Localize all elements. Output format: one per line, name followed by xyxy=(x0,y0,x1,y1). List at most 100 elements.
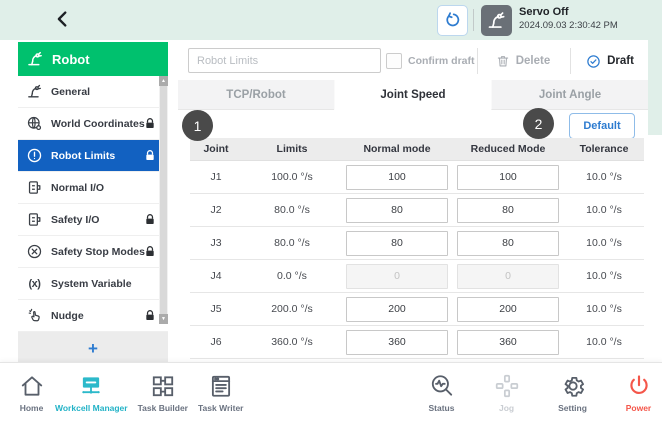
joint-label: J5 xyxy=(210,303,222,315)
sidebar-item-general[interactable]: General xyxy=(18,76,168,108)
tolerance-value: 10.0 °/s xyxy=(586,171,622,183)
sidebar-item-label: Safety I/O xyxy=(51,213,100,226)
bottombar: Home Workcell Manager Task Builder Task Wri… xyxy=(0,362,662,432)
scroll-up-icon[interactable]: ▲ xyxy=(159,76,168,86)
tab-tcp-robot[interactable]: TCP/Robot xyxy=(178,80,334,110)
nav-label: Status xyxy=(428,403,455,413)
panel-header: Confirm draft Delete Draft xyxy=(178,42,648,81)
table-header-row: Joint Limits Normal mode Reduced Mode Tolera… xyxy=(190,138,644,161)
joint-speed-content: 1 2 Default Joint Limits Normal mode Reduce… xyxy=(178,108,648,359)
setting-icon xyxy=(559,372,586,399)
home-icon xyxy=(18,372,45,399)
nav-home[interactable]: Home xyxy=(18,372,45,413)
normal-mode-input-j2[interactable] xyxy=(346,197,448,223)
limit-value: 100.0 °/s xyxy=(271,171,313,183)
sidebar-item-label: World Coordinates xyxy=(51,117,145,130)
back-button[interactable] xyxy=(48,5,78,35)
sidebar-item-label: Safety Stop Modes xyxy=(51,245,145,258)
reduced-mode-input-j2[interactable] xyxy=(457,197,559,223)
system-nav: Status Jog Setting Power xyxy=(428,372,652,413)
tolerance-value: 10.0 °/s xyxy=(586,303,622,315)
nudge-hand-icon xyxy=(26,307,43,324)
sidebar-item-label: Robot Limits xyxy=(51,149,116,162)
table-row-j6: J6 360.0 °/s 10.0 °/s xyxy=(190,326,644,359)
delete-button[interactable]: Delete xyxy=(481,42,565,80)
column-header: Reduced Mode xyxy=(470,143,546,155)
sidebar-item-safety-i-o[interactable]: Safety I/O xyxy=(18,204,168,236)
tab-joint-angle[interactable]: Joint Angle xyxy=(491,80,648,110)
draft-button[interactable]: Draft xyxy=(574,42,646,80)
add-workcell-item-button[interactable]: + xyxy=(18,332,168,366)
reduced-mode-input-j4 xyxy=(457,263,559,289)
sidebar-header: Robot xyxy=(18,42,168,76)
scroll-down-icon[interactable]: ▼ xyxy=(159,314,168,324)
normal-mode-input-j6[interactable] xyxy=(346,329,448,355)
servo-reset-icon xyxy=(443,11,462,30)
normal-mode-input-j1[interactable] xyxy=(346,164,448,190)
robot-status-badge xyxy=(481,5,512,36)
sidebar-item-label: Nudge xyxy=(51,309,84,322)
nav-label: Power xyxy=(625,403,652,413)
lock-icon xyxy=(144,117,156,135)
sidebar-item-robot-limits[interactable]: Robot Limits xyxy=(18,140,168,172)
nav-workcell-manager[interactable]: Workcell Manager xyxy=(55,372,128,413)
task-writer-icon xyxy=(207,372,234,399)
robot-arm-icon xyxy=(26,50,44,68)
lock-icon xyxy=(144,149,156,167)
joint-label: J1 xyxy=(210,171,222,183)
check-circle-icon xyxy=(586,54,601,69)
nav-setting[interactable]: Setting xyxy=(558,372,587,413)
sidebar-item-world-coordinates[interactable]: World Coordinates xyxy=(18,108,168,140)
lock-icon xyxy=(144,309,156,327)
sidebar-item-system-variable[interactable]: (x) System Variable xyxy=(18,268,168,300)
limit-value: 80.0 °/s xyxy=(274,204,310,216)
table-row-j4: J4 0.0 °/s 10.0 °/s xyxy=(190,260,644,293)
sidebar-item-normal-i-o[interactable]: Normal I/O xyxy=(18,172,168,204)
sidebar-item-label: General xyxy=(51,85,91,98)
annotation-badge-2: 2 xyxy=(523,108,554,139)
power-icon xyxy=(625,372,652,399)
nav-label: Task Writer xyxy=(197,403,244,413)
reduced-mode-input-j5[interactable] xyxy=(457,296,559,322)
joint-label: J4 xyxy=(210,270,222,282)
reduced-mode-input-j3[interactable] xyxy=(457,230,559,256)
default-button[interactable]: Default xyxy=(569,113,635,139)
lock-icon xyxy=(144,245,156,263)
column-header: Limits xyxy=(276,143,308,155)
lock-icon xyxy=(144,213,156,231)
sidebar-item-safety-stop-modes[interactable]: Safety Stop Modes xyxy=(18,236,168,268)
sidebar-item-nudge[interactable]: Nudge xyxy=(18,300,168,332)
nav-task-writer[interactable]: Task Writer xyxy=(198,372,244,413)
nav-task-builder[interactable]: Task Builder xyxy=(138,372,188,413)
tolerance-value: 10.0 °/s xyxy=(586,237,622,249)
normal-mode-input-j3[interactable] xyxy=(346,230,448,256)
item-name-input[interactable] xyxy=(188,48,381,73)
io-port-icon xyxy=(26,211,43,228)
app-nav: Home Workcell Manager Task Builder Task Wri… xyxy=(18,372,244,413)
column-header: Tolerance xyxy=(579,143,629,155)
sidebar-item-label: Normal I/O xyxy=(51,181,105,194)
sidebar-scrollbar[interactable]: ▲ ▼ xyxy=(159,76,168,324)
jog-icon xyxy=(493,372,520,399)
reduced-mode-input-j1[interactable] xyxy=(457,164,559,190)
table-row-j3: J3 80.0 °/s 10.0 °/s xyxy=(190,227,644,260)
annotation-badge-1: 1 xyxy=(182,110,213,141)
robot-arm-icon xyxy=(26,83,43,100)
background-strip xyxy=(648,40,662,135)
normal-mode-input-j5[interactable] xyxy=(346,296,448,322)
servo-status: Servo Off xyxy=(519,6,569,18)
nav-status[interactable]: Status xyxy=(428,372,455,413)
column-header: Joint xyxy=(203,143,229,155)
task-builder-icon xyxy=(149,372,176,399)
nav-power[interactable]: Power xyxy=(625,372,652,413)
scrollbar-thumb[interactable] xyxy=(160,86,167,314)
joint-speed-table: Joint Limits Normal mode Reduced Mode Tolera… xyxy=(190,138,644,359)
nav-jog: Jog xyxy=(493,372,520,413)
topbar-divider xyxy=(473,9,474,31)
io-port-icon xyxy=(26,179,43,196)
reduced-mode-input-j6[interactable] xyxy=(457,329,559,355)
column-header: Normal mode xyxy=(363,143,431,155)
servo-reset-button[interactable] xyxy=(437,5,468,36)
confirm-draft-checkbox[interactable] xyxy=(386,53,402,69)
tab-joint-speed[interactable]: Joint Speed xyxy=(334,80,491,110)
